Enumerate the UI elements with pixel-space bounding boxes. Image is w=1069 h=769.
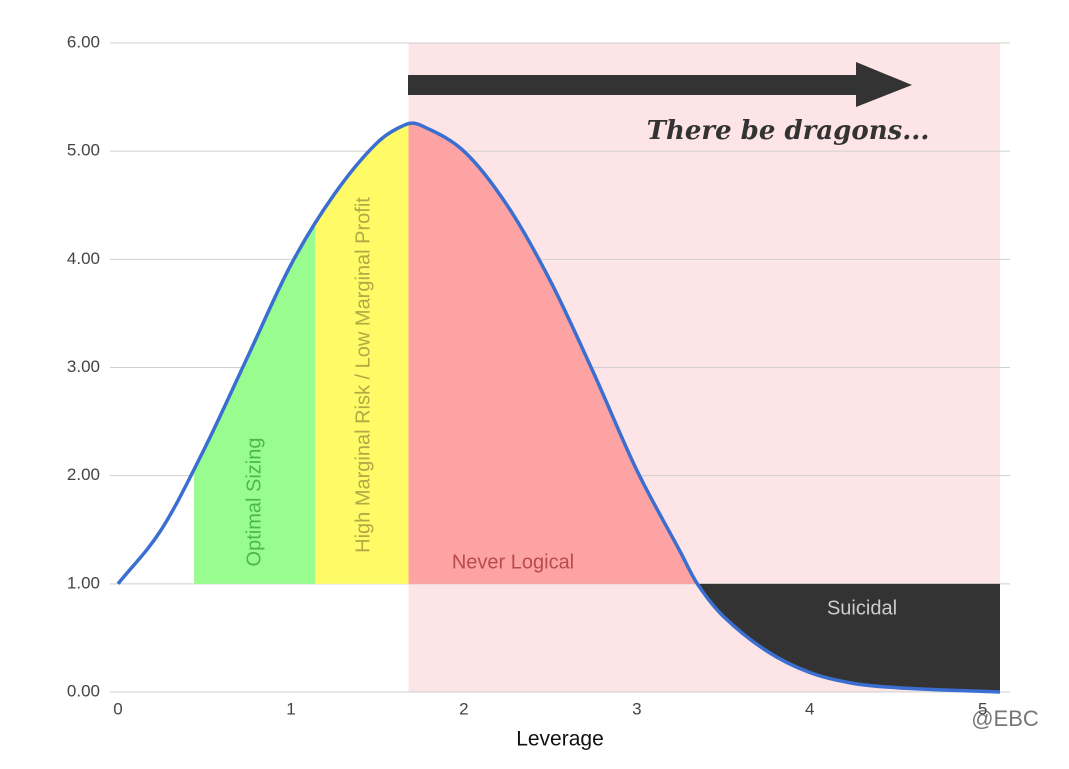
x-tick-label: 5 (978, 699, 987, 718)
y-tick-label: 1.00 (67, 573, 100, 592)
regions-layer (194, 123, 1000, 692)
region (697, 583, 1000, 692)
y-tick-label: 5.00 (67, 141, 100, 160)
y-tick-label: 3.00 (67, 357, 100, 376)
watermark: @EBC (971, 706, 1039, 731)
region-label: High Marginal Risk / Low Marginal Profit (352, 197, 374, 553)
annotation: There be dragons... (647, 116, 930, 146)
foreground-layer: 0.00 1.00 2.00 3.00 4.00 5.00 6.00 0 1 2 3 4 5 Optima… (67, 32, 1001, 718)
arrow-body (408, 75, 860, 95)
y-tick-label: 4.00 (67, 249, 100, 268)
arrow-head (856, 62, 912, 107)
region-label: Never Logical (452, 551, 574, 573)
y-tick-label: 0.00 (67, 681, 100, 700)
region (408, 123, 698, 584)
y-tick-label: 6.00 (67, 32, 100, 51)
x-tick-label: 3 (632, 699, 641, 718)
region (194, 222, 316, 584)
region-label: Optimal Sizing (243, 438, 265, 567)
line (116, 121, 1001, 694)
region-label: Suicidal (827, 597, 897, 619)
x-tick-label: 2 (459, 699, 468, 718)
x-tick-label: 4 (805, 699, 814, 718)
x-tick-label: 1 (286, 699, 295, 718)
x-tick-label: 0 (113, 699, 122, 718)
y-tick-label: 2.00 (67, 465, 100, 484)
x-axis-label: Leverage (516, 728, 604, 751)
region (315, 123, 409, 584)
